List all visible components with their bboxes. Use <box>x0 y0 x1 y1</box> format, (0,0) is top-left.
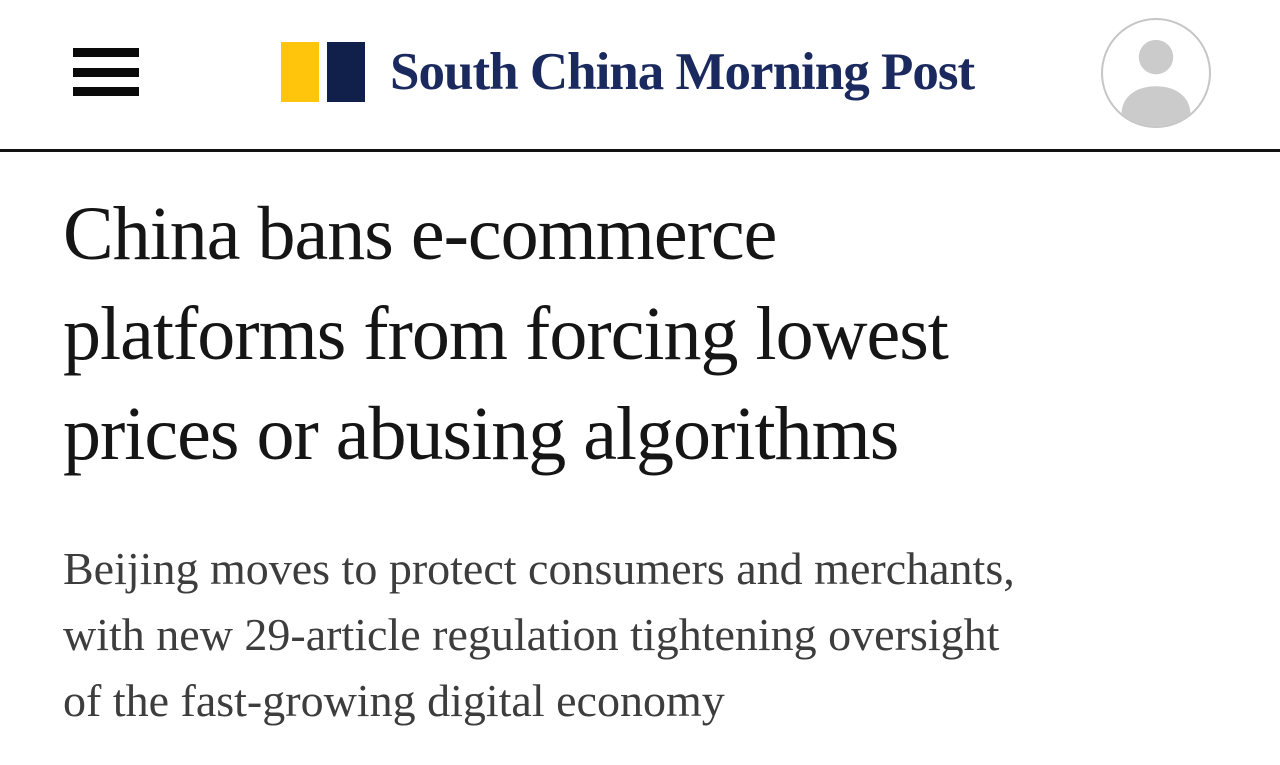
hamburger-icon <box>73 67 139 77</box>
app-header: South China Morning Post <box>0 0 1280 152</box>
article-preview: China bans e-commerce platforms from for… <box>0 152 1280 734</box>
brand-logo[interactable]: South China Morning Post <box>281 42 975 102</box>
logo-yellow-square <box>281 42 319 102</box>
subheadline-line: with new 29-article regulation tightenin… <box>63 609 1000 660</box>
hamburger-icon <box>73 87 139 96</box>
brand-wordmark: South China Morning Post <box>390 43 975 101</box>
user-avatar-icon <box>1121 39 1191 126</box>
scmp-logo-icon <box>281 42 365 102</box>
hamburger-icon <box>73 48 139 57</box>
subheadline-line: of the fast-growing digital economy <box>63 675 725 726</box>
headline-line: platforms from forcing lowest <box>63 292 949 376</box>
logo-navy-square <box>327 42 365 102</box>
user-avatar-button[interactable] <box>1101 18 1211 128</box>
menu-button[interactable] <box>73 46 139 98</box>
subheadline-line: Beijing moves to protect consumers and m… <box>63 543 1015 594</box>
headline-line: prices or abusing algorithms <box>63 392 899 476</box>
headline-line: China bans e-commerce <box>63 192 777 276</box>
article-subheadline: Beijing moves to protect consumers and m… <box>63 536 1240 734</box>
article-headline: China bans e-commerce platforms from for… <box>63 184 1240 484</box>
